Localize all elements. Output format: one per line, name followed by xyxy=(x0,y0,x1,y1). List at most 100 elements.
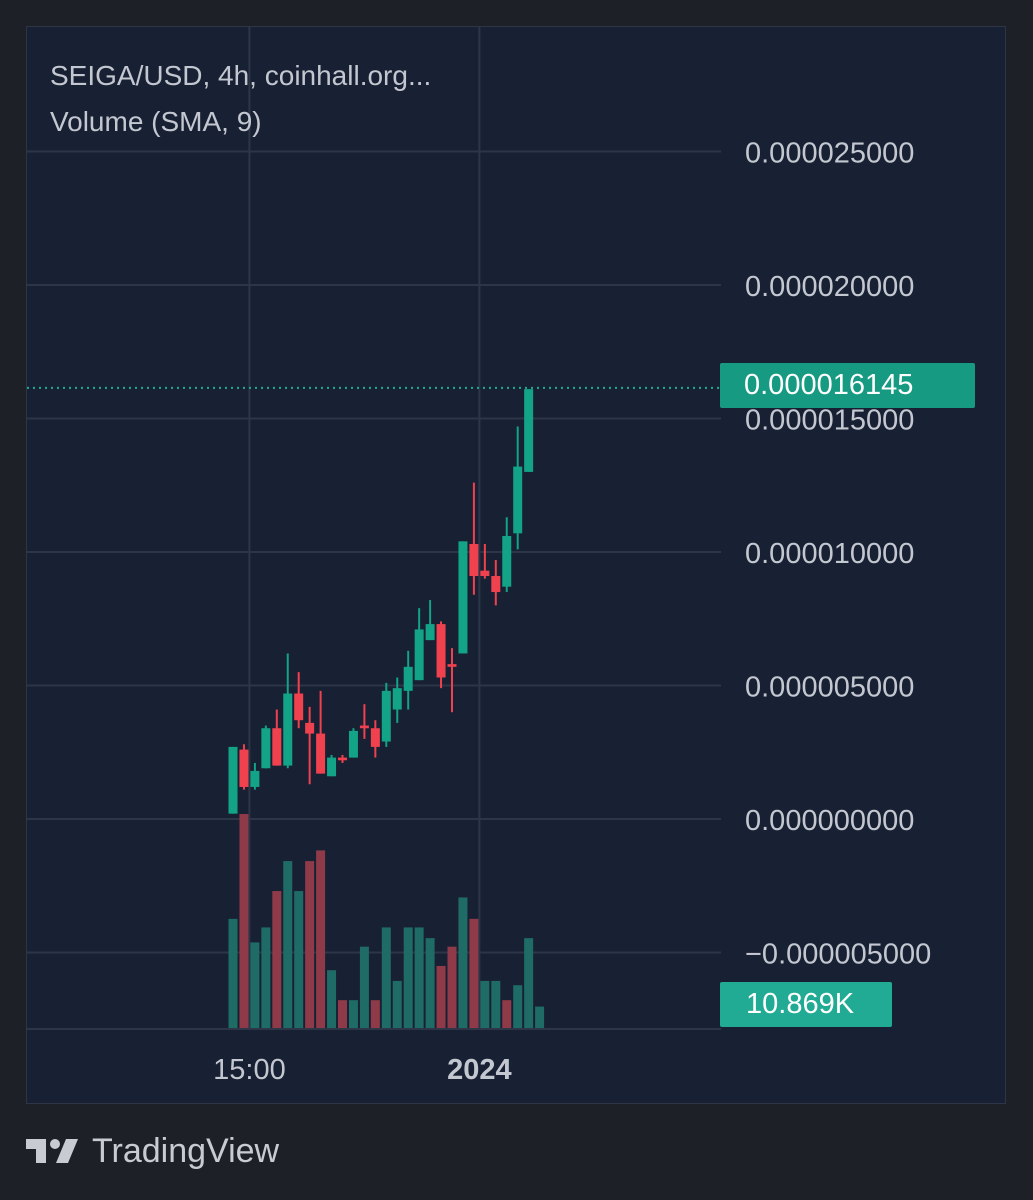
candle-7 xyxy=(305,706,315,785)
volume-bars xyxy=(228,814,545,1028)
candle-body-18 xyxy=(425,624,435,641)
candle-10 xyxy=(338,754,347,763)
candle-body-12 xyxy=(359,725,369,729)
candle-13 xyxy=(370,720,380,758)
candle-22 xyxy=(469,482,479,595)
price-tick-label: 0.000020000 xyxy=(745,271,914,303)
candle-body-15 xyxy=(392,688,402,710)
price-tick-label: 0.000010000 xyxy=(745,538,914,570)
candle-23 xyxy=(480,543,490,579)
tradingview-logo-icon xyxy=(26,1139,78,1163)
volume-bar-8 xyxy=(316,850,326,1028)
candle-8 xyxy=(316,690,326,774)
candle-9 xyxy=(327,754,337,777)
volume-bar-1 xyxy=(239,814,249,1028)
candle-body-20 xyxy=(447,664,457,667)
candle-body-25 xyxy=(502,535,512,587)
volume-bar-16 xyxy=(403,927,413,1028)
candle-body-9 xyxy=(327,757,337,777)
candle-19 xyxy=(436,621,446,689)
candle-25 xyxy=(502,517,512,593)
candle-4 xyxy=(272,709,282,766)
candle-6 xyxy=(294,672,304,729)
candle-body-13 xyxy=(370,728,380,747)
candle-24 xyxy=(491,560,501,606)
volume-bar-15 xyxy=(392,980,402,1028)
volume-bar-14 xyxy=(381,927,391,1028)
volume-bar-11 xyxy=(348,1000,358,1028)
volume-bar-24 xyxy=(491,980,501,1028)
volume-bar-2 xyxy=(250,942,260,1028)
candle-15 xyxy=(392,677,402,723)
price-tick-label: 0.000015000 xyxy=(745,405,914,437)
candle-16 xyxy=(403,650,413,710)
price-tick-label: 0.000000000 xyxy=(745,805,914,837)
candle-1 xyxy=(239,744,249,790)
volume-bar-17 xyxy=(414,927,424,1028)
candle-18 xyxy=(425,600,435,641)
volume-bar-25 xyxy=(502,1000,512,1028)
volume-bar-27 xyxy=(524,938,534,1028)
volume-bar-9 xyxy=(327,970,337,1028)
candle-body-7 xyxy=(305,722,315,734)
time-axis: 15:00 2024 xyxy=(213,1054,511,1086)
volume-bar-3 xyxy=(261,927,271,1028)
candle-body-23 xyxy=(480,570,490,577)
volume-bar-12 xyxy=(359,946,369,1028)
brand-name: TradingView xyxy=(92,1131,280,1170)
candle-body-3 xyxy=(261,728,271,769)
price-tick-label: 0.000025000 xyxy=(745,138,914,170)
volume-bar-13 xyxy=(370,1000,380,1028)
candle-26 xyxy=(513,426,523,550)
candle-27 xyxy=(524,389,534,472)
chart-canvas[interactable]: 0.0000250000.0000200000.0000150000.00001… xyxy=(27,27,1007,1105)
candle-body-5 xyxy=(283,693,293,766)
time-tick-label: 15:00 xyxy=(213,1054,286,1086)
volume-bar-6 xyxy=(294,891,304,1028)
last-price-badge: 0.000016145 xyxy=(720,363,975,408)
volume-bar-20 xyxy=(447,946,457,1028)
candle-body-17 xyxy=(414,629,424,681)
volume-bar-21 xyxy=(458,897,468,1028)
volume-bar-28 xyxy=(535,1006,545,1028)
volume-bar-23 xyxy=(480,980,490,1028)
indicator-title[interactable]: Volume (SMA, 9) xyxy=(50,106,262,137)
candle-body-10 xyxy=(338,757,347,761)
candle-body-26 xyxy=(513,466,523,534)
candle-body-11 xyxy=(348,730,358,758)
candle-body-16 xyxy=(403,666,413,691)
candlesticks xyxy=(228,389,534,814)
time-tick-label: 2024 xyxy=(447,1054,512,1086)
candle-body-4 xyxy=(272,728,282,766)
candle-14 xyxy=(381,682,391,747)
price-axis: 0.000025000 0.000020000 0.000015000 0.00001… xyxy=(745,138,931,971)
volume-bar-7 xyxy=(305,861,315,1028)
candle-20 xyxy=(447,648,457,713)
candle-body-8 xyxy=(316,733,326,774)
candle-body-0 xyxy=(228,746,238,814)
candle-3 xyxy=(261,725,271,769)
volume-bar-5 xyxy=(283,861,293,1028)
volume-bar-4 xyxy=(272,891,282,1028)
volume-bar-26 xyxy=(513,985,523,1028)
chart-panel[interactable]: 0.000025000 0.000020000 0.000015000 0.00001… xyxy=(26,26,1006,1104)
candle-17 xyxy=(414,608,424,681)
price-tick-label: 0.000005000 xyxy=(745,672,914,704)
volume-bar-18 xyxy=(425,938,435,1028)
volume-bar-0 xyxy=(228,918,238,1028)
candle-body-27 xyxy=(524,389,534,472)
candle-0 xyxy=(228,746,238,814)
candle-2 xyxy=(250,762,260,790)
last-volume-badge: 10.869K xyxy=(720,982,892,1027)
candle-5 xyxy=(283,653,293,769)
candle-body-24 xyxy=(491,576,501,593)
candle-body-2 xyxy=(250,770,260,787)
candle-body-1 xyxy=(239,749,249,787)
volume-bar-10 xyxy=(338,1000,347,1028)
price-tick-label: −0.000005000 xyxy=(745,939,931,971)
candle-body-6 xyxy=(294,693,304,721)
symbol-title[interactable]: SEIGA/USD, 4h, coinhall.org... xyxy=(50,60,432,91)
candle-12 xyxy=(359,704,369,739)
tradingview-brand[interactable]: TradingView xyxy=(26,1128,279,1174)
volume-bar-19 xyxy=(436,965,446,1028)
